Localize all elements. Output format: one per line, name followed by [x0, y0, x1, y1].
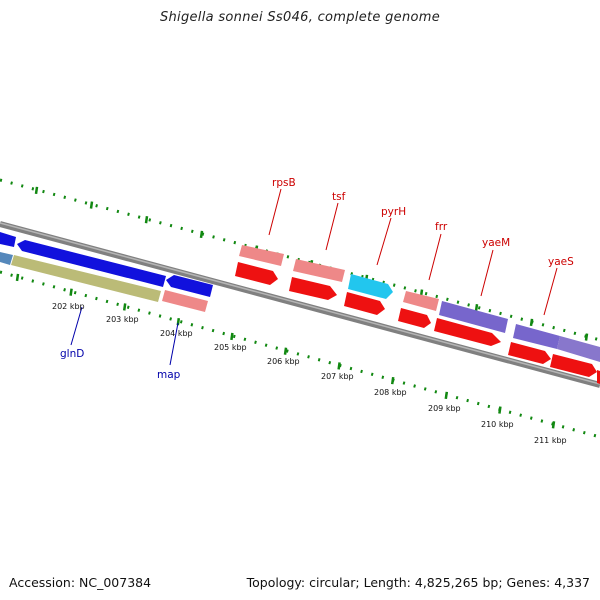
- outer-major-tick: [529, 318, 534, 327]
- label-pyrH[interactable]: pyrH: [381, 206, 406, 218]
- inner-major-tick: [122, 303, 127, 311]
- ruler-label-208: 208 kbp: [374, 388, 407, 397]
- outer-major-tick: [89, 201, 94, 209]
- gene-rpsB-pink[interactable]: [239, 245, 284, 266]
- ruler-label-206: 206 kbp: [267, 357, 300, 366]
- label-leader-lines: [70, 188, 558, 366]
- accession-text: Accession: NC_007384: [9, 575, 152, 590]
- gene-pyrH-red[interactable]: [344, 292, 385, 315]
- forward-strand-genes: [235, 245, 600, 384]
- gene-map[interactable]: [166, 275, 213, 297]
- genome-backbone: [0, 221, 600, 388]
- gene-steelblue-partial[interactable]: [0, 252, 13, 265]
- gene-reverse-left-partial[interactable]: [0, 232, 16, 247]
- gene-purple-right[interactable]: [557, 336, 600, 362]
- label-yaeS[interactable]: yaeS: [548, 256, 574, 268]
- gene-yaeM-red[interactable]: [434, 318, 501, 346]
- gene-pyrH[interactable]: [348, 274, 393, 299]
- ruler-label-205: 205 kbp: [214, 343, 247, 352]
- gene-tsf-pink[interactable]: [293, 259, 345, 282]
- label-glnD[interactable]: glnD: [60, 348, 84, 360]
- reverse-strand-genes: [0, 232, 213, 312]
- gene-yaeM[interactable]: [439, 301, 508, 333]
- inner-major-tick: [444, 391, 449, 400]
- gene-olive-block[interactable]: [11, 255, 161, 302]
- outer-major-tick: [34, 186, 39, 195]
- ruler-label-203: 203 kbp: [106, 315, 139, 324]
- inner-major-tick: [337, 362, 341, 370]
- outer-major-tick: [144, 216, 149, 224]
- inner-major-tick: [390, 376, 395, 385]
- inner-major-tick: [551, 421, 556, 429]
- ruler-label-211: 211 kbp: [534, 436, 567, 445]
- gene-red-right[interactable]: [550, 354, 597, 377]
- gene-pink-reverse[interactable]: [162, 290, 208, 312]
- forward-gene-labels: rpsB tsf pyrH frr yaeM yaeS: [272, 177, 574, 268]
- gene-frr-pink[interactable]: [403, 291, 439, 311]
- gene-glnD[interactable]: [17, 240, 166, 287]
- label-yaeM[interactable]: yaeM: [482, 237, 510, 249]
- topology-text: Topology: circular; Length: 4,825,265 bp…: [246, 575, 590, 590]
- label-tsf[interactable]: tsf: [332, 191, 346, 203]
- gene-red-edge-partial[interactable]: [597, 370, 600, 384]
- label-frr[interactable]: frr: [435, 221, 448, 233]
- gene-rpsB[interactable]: [235, 262, 278, 285]
- gene-tsf[interactable]: [289, 277, 337, 300]
- outer-major-tick: [199, 230, 204, 239]
- outer-tick-ring: [0, 178, 600, 342]
- inner-major-tick: [69, 288, 73, 296]
- ruler-label-210: 210 kbp: [481, 420, 514, 429]
- ruler-labels: 202 kbp 203 kbp 204 kbp 205 kbp 206 kbp …: [52, 302, 567, 445]
- inner-major-tick: [230, 332, 234, 341]
- ruler-label-209: 209 kbp: [428, 404, 461, 413]
- ruler-label-207: 207 kbp: [321, 372, 354, 381]
- gene-yaeS[interactable]: [513, 324, 560, 349]
- label-rpsB[interactable]: rpsB: [272, 177, 296, 189]
- outer-major-tick: [474, 304, 479, 312]
- map-title: Shigella sonnei Ss046, complete genome: [159, 10, 441, 25]
- gene-frr[interactable]: [398, 308, 431, 328]
- label-map[interactable]: map: [157, 369, 181, 381]
- outer-major-tick: [584, 333, 589, 341]
- ruler-label-202: 202 kbp: [52, 302, 85, 311]
- gene-yaeS-red[interactable]: [508, 342, 551, 364]
- inner-major-tick: [498, 406, 502, 414]
- inner-major-tick: [283, 347, 288, 355]
- reverse-gene-labels: glnD map: [60, 348, 181, 381]
- inner-major-tick: [15, 273, 20, 282]
- ruler-label-204: 204 kbp: [160, 329, 193, 338]
